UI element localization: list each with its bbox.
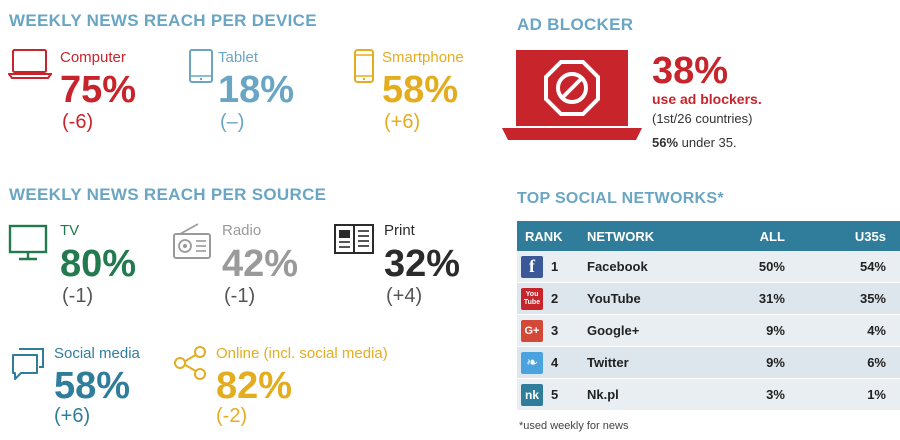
all-cell: 50%: [712, 251, 815, 283]
stat-change: (+6): [384, 111, 421, 133]
ad-blocker-percent: 38%: [652, 50, 729, 92]
u35-cell: 35%: [814, 282, 900, 315]
stat-label: Print: [384, 222, 415, 239]
stat-value: 80%: [60, 243, 137, 285]
table-header-row: RANK NETWORK ALL U35s: [517, 221, 900, 251]
table-row: ❧ 4 Twitter 9% 6%: [517, 346, 900, 379]
u35-cell: 1%: [814, 378, 900, 411]
tablet-icon: [188, 48, 214, 89]
all-cell: 31%: [712, 282, 815, 315]
rank-cell: 4: [545, 346, 579, 379]
google-plus-icon: G+: [521, 319, 543, 342]
stat-label: Smartphone: [382, 49, 464, 66]
rank-cell: 1: [545, 251, 579, 283]
header-rank: RANK: [517, 221, 579, 251]
ad-blocker-use-text: use ad blockers.: [652, 91, 762, 107]
social-networks-title: TOP SOCIAL NETWORKS*: [517, 190, 724, 207]
stat-change: (+6): [54, 405, 91, 427]
device-section-title: WEEKLY NEWS REACH PER DEVICE: [9, 11, 317, 30]
stat-label: Tablet: [218, 49, 259, 66]
all-cell: 9%: [712, 346, 815, 379]
under-35-value: 56%: [652, 135, 679, 150]
twitter-icon: ❧: [521, 351, 543, 374]
newspaper-icon: [333, 222, 375, 263]
rank-cell: 3: [545, 314, 579, 347]
ad-blocker-rank-text: (1st/26 countries): [652, 111, 753, 126]
footnote: *used weekly for news: [519, 420, 629, 432]
stat-change: (-2): [216, 405, 248, 427]
stat-value: 58%: [54, 365, 131, 407]
network-cell: Google+: [579, 314, 713, 347]
network-cell: Facebook: [579, 251, 713, 283]
laptop-icon: [7, 48, 53, 85]
stat-label: Computer: [60, 49, 126, 66]
stat-value: 42%: [222, 243, 299, 285]
u35-cell: 4%: [814, 314, 900, 347]
stat-change: (-1): [224, 285, 256, 307]
stat-value: 58%: [382, 69, 459, 111]
table-row: You Tube 2 YouTube 31% 35%: [517, 282, 900, 315]
network-cell: Nk.pl: [579, 378, 713, 411]
under-35-text: under 35.: [678, 135, 737, 150]
table-row: G+ 3 Google+ 9% 4%: [517, 314, 900, 347]
stat-value: 82%: [216, 365, 293, 407]
radio-icon: [172, 222, 212, 267]
ad-blocker-under-35: 56% under 35.: [652, 135, 737, 150]
all-cell: 9%: [712, 314, 815, 347]
nk-icon: nk: [521, 383, 543, 406]
stat-label: Radio: [222, 222, 262, 239]
ad-blocker-title: AD BLOCKER: [517, 15, 634, 34]
u35-cell: 6%: [814, 346, 900, 379]
table-row: f 1 Facebook 50% 54%: [517, 251, 900, 283]
table-row: nk 5 Nk.pl 3% 1%: [517, 378, 900, 411]
social-networks-table: RANK NETWORK ALL U35s f 1 Facebook 50% 5…: [517, 221, 900, 411]
youtube-icon: You Tube: [521, 287, 543, 310]
stat-label: TV: [60, 222, 80, 239]
stat-value: 32%: [384, 243, 461, 285]
header-all: ALL: [712, 221, 815, 251]
tv-icon: [8, 222, 48, 267]
stat-change: (-6): [62, 111, 94, 133]
stat-value: 18%: [218, 69, 295, 111]
stat-change: (+4): [386, 285, 423, 307]
network-cell: Twitter: [579, 346, 713, 379]
ad-blocker-laptop-icon: [502, 50, 642, 147]
speech-bubbles-icon: [10, 345, 46, 386]
all-cell: 3%: [712, 378, 815, 411]
rank-cell: 2: [545, 282, 579, 315]
stat-value: 75%: [60, 69, 137, 111]
stat-label: Social media: [54, 345, 140, 362]
facebook-icon: f: [521, 255, 543, 278]
header-u35: U35s: [814, 221, 900, 251]
u35-cell: 54%: [814, 251, 900, 283]
header-network: NETWORK: [579, 221, 713, 251]
stat-change: (-1): [62, 285, 94, 307]
smartphone-icon: [352, 48, 376, 89]
network-cell: YouTube: [579, 282, 713, 315]
source-section-title: WEEKLY NEWS REACH PER SOURCE: [9, 185, 327, 204]
stat-label: Online (incl. social media): [216, 345, 388, 362]
rank-cell: 5: [545, 378, 579, 411]
share-icon: [172, 345, 208, 386]
stat-change: (–): [220, 111, 245, 133]
